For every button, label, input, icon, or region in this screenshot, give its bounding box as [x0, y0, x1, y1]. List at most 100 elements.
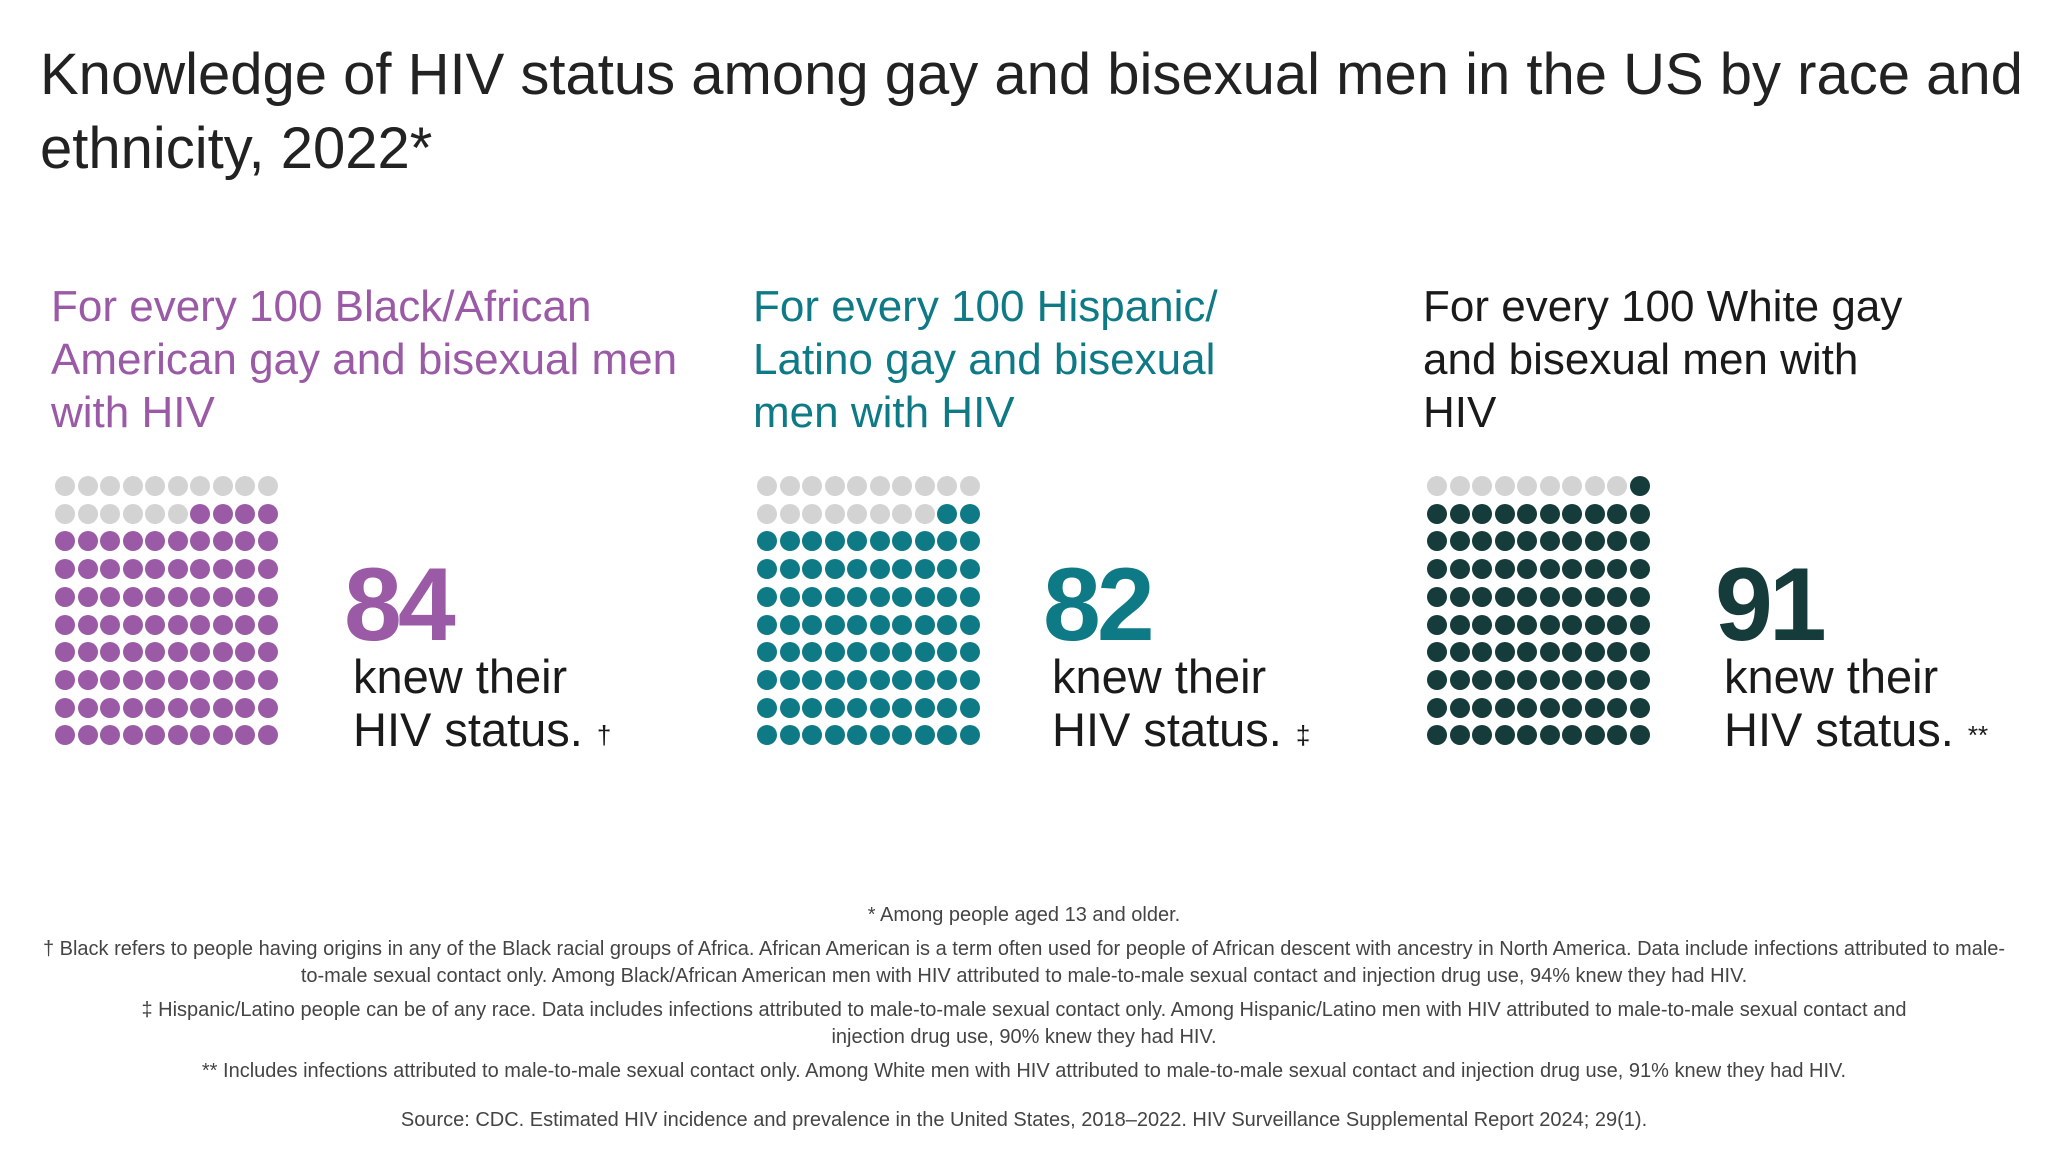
dot-knew-status	[1584, 725, 1605, 746]
dot-knew-status	[937, 697, 957, 718]
dot-knew-status	[190, 642, 210, 663]
dot-knew-status	[77, 697, 98, 718]
dot-knew-status	[802, 642, 822, 663]
dot-knew-status	[1449, 725, 1470, 746]
dot-knew-status	[1494, 531, 1515, 552]
dot-grid	[55, 476, 335, 756]
dot-knew-status	[914, 725, 935, 746]
dot-knew-status	[167, 586, 188, 607]
dot-knew-status	[77, 614, 98, 635]
dot-knew-status	[235, 503, 255, 524]
dot-knew-status	[959, 531, 980, 552]
dot-knew-status	[1539, 586, 1560, 607]
dot-knew-status	[1494, 669, 1515, 690]
dot-knew-status	[847, 559, 867, 580]
dot-knew-status	[959, 559, 980, 580]
dot-knew-status	[1472, 614, 1492, 635]
dot-knew-status	[1539, 614, 1560, 635]
dot-knew-status	[77, 559, 98, 580]
dot-knew-status	[55, 697, 75, 718]
dot-knew-status	[1607, 725, 1627, 746]
dot-knew-status	[77, 586, 98, 607]
dot-unknown-status	[1517, 476, 1537, 496]
dot-knew-status	[1494, 559, 1515, 580]
dot-knew-status	[1472, 697, 1492, 718]
dot-unknown-status	[757, 476, 777, 496]
dot-knew-status	[1539, 642, 1560, 663]
dot-knew-status	[1607, 669, 1627, 690]
dot-knew-status	[1607, 614, 1627, 635]
dot-knew-status	[1584, 531, 1605, 552]
dot-knew-status	[257, 586, 278, 607]
dot-knew-status	[145, 642, 165, 663]
dot-knew-status	[1449, 614, 1470, 635]
dot-knew-status	[1629, 614, 1650, 635]
dot-knew-status	[1584, 642, 1605, 663]
dot-knew-status	[869, 642, 890, 663]
dot-knew-status	[1517, 725, 1537, 746]
caption-line1: knew their	[1052, 650, 1267, 703]
dot-knew-status	[1494, 725, 1515, 746]
dot-knew-status	[779, 669, 800, 690]
dot-knew-status	[1629, 531, 1650, 552]
dot-knew-status	[847, 531, 867, 552]
dot-knew-status	[145, 669, 165, 690]
dot-knew-status	[757, 559, 777, 580]
dot-knew-status	[257, 531, 278, 552]
dot-knew-status	[847, 614, 867, 635]
dot-knew-status	[212, 531, 233, 552]
dot-knew-status	[257, 642, 278, 663]
dot-knew-status	[122, 586, 143, 607]
dot-knew-status	[937, 559, 957, 580]
dot-knew-status	[1449, 503, 1470, 524]
dot-knew-status	[145, 725, 165, 746]
dot-knew-status	[55, 725, 75, 746]
group-black-african-american: For every 100 Black/African American gay…	[51, 280, 711, 756]
dot-knew-status	[959, 697, 980, 718]
dot-knew-status	[1607, 697, 1627, 718]
dot-unknown-status	[55, 503, 75, 524]
dot-knew-status	[212, 669, 233, 690]
group-heading: For every 100 Hispanic/ Latino gay and b…	[753, 282, 1218, 437]
dot-knew-status	[847, 697, 867, 718]
value-number: 82	[1043, 547, 1155, 663]
dot-knew-status	[167, 559, 188, 580]
dot-unknown-status	[1427, 476, 1447, 496]
dot-knew-status	[1539, 559, 1560, 580]
dot-knew-status	[1562, 642, 1582, 663]
dot-knew-status	[1472, 725, 1492, 746]
dot-knew-status	[1629, 476, 1650, 496]
dot-knew-status	[167, 614, 188, 635]
dot-knew-status	[55, 559, 75, 580]
dot-knew-status	[869, 697, 890, 718]
dot-knew-status	[100, 531, 120, 552]
dot-knew-status	[802, 669, 822, 690]
group-heading: For every 100 Black/African American gay…	[51, 282, 678, 437]
dot-knew-status	[914, 669, 935, 690]
dot-knew-status	[802, 531, 822, 552]
dot-knew-status	[914, 614, 935, 635]
dot-knew-status	[77, 642, 98, 663]
dot-knew-status	[1494, 697, 1515, 718]
dot-knew-status	[959, 614, 980, 635]
dot-unknown-status	[779, 503, 800, 524]
dot-knew-status	[122, 531, 143, 552]
dot-knew-status	[892, 586, 912, 607]
dot-unknown-status	[1562, 476, 1582, 496]
dot-unknown-status	[1584, 476, 1605, 496]
dot-knew-status	[1584, 586, 1605, 607]
dot-unknown-status	[122, 476, 143, 496]
dot-knew-status	[1607, 642, 1627, 663]
dot-knew-status	[1584, 614, 1605, 635]
dot-knew-status	[1539, 697, 1560, 718]
dot-knew-status	[235, 725, 255, 746]
dot-knew-status	[757, 614, 777, 635]
dot-knew-status	[212, 725, 233, 746]
dot-knew-status	[55, 614, 75, 635]
dot-knew-status	[235, 531, 255, 552]
dot-knew-status	[959, 669, 980, 690]
dot-knew-status	[100, 559, 120, 580]
caption-line2: HIV status.	[353, 703, 583, 756]
dot-knew-status	[1607, 559, 1627, 580]
dot-knew-status	[937, 503, 957, 524]
